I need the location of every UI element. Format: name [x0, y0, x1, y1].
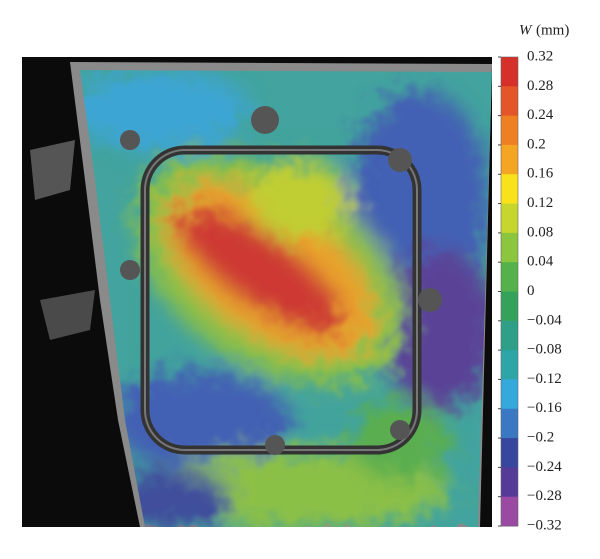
- color-band: [501, 438, 518, 468]
- tick-label: −0.24: [527, 459, 562, 475]
- color-band: [501, 408, 518, 439]
- colorbar-symbol: W: [519, 22, 533, 38]
- color-band: [501, 350, 518, 380]
- tick-label: −0.16: [527, 400, 562, 416]
- color-band: [501, 262, 518, 292]
- colorbar-unit: (mm): [536, 22, 569, 38]
- tick-label: 0.04: [527, 254, 554, 270]
- color-band: [501, 232, 518, 263]
- color-band: [501, 203, 518, 234]
- tick-label: 0.08: [527, 224, 553, 240]
- tick-label: 0: [527, 283, 535, 299]
- color-band: [501, 379, 518, 410]
- tick-label: 0.32: [527, 48, 553, 64]
- tick-label: −0.32: [527, 517, 562, 533]
- color-band: [501, 57, 518, 87]
- color-band: [501, 115, 518, 146]
- color-band: [501, 174, 518, 205]
- tick-label: −0.12: [527, 371, 562, 387]
- tick-label: −0.28: [527, 488, 562, 504]
- tick-label: −0.08: [527, 342, 562, 358]
- tick-label: 0.2: [527, 136, 546, 152]
- tick-label: 0.28: [527, 78, 553, 94]
- tick-label: 0.16: [527, 166, 554, 182]
- tick-label: −0.2: [527, 430, 554, 446]
- tick-label: −0.04: [527, 312, 562, 328]
- photo: [22, 57, 492, 527]
- color-band: [501, 320, 518, 351]
- color-band: [501, 467, 518, 498]
- tick-label: 0.24: [527, 107, 554, 123]
- color-band: [501, 144, 518, 175]
- color-band: [501, 496, 518, 527]
- color-band: [501, 86, 518, 117]
- tick-label: 0.12: [527, 195, 553, 211]
- colorbar: W (mm) 0.32 0.28 0.24 0.2 0.16 0.12 0.08 0.04 0 −…: [498, 22, 569, 533]
- color-band: [501, 291, 518, 322]
